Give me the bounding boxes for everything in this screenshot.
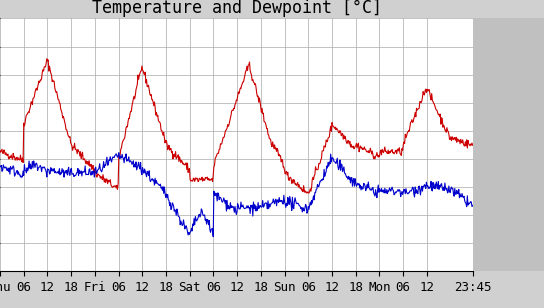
Title: Temperature and Dewpoint [°C]: Temperature and Dewpoint [°C] xyxy=(91,0,382,17)
